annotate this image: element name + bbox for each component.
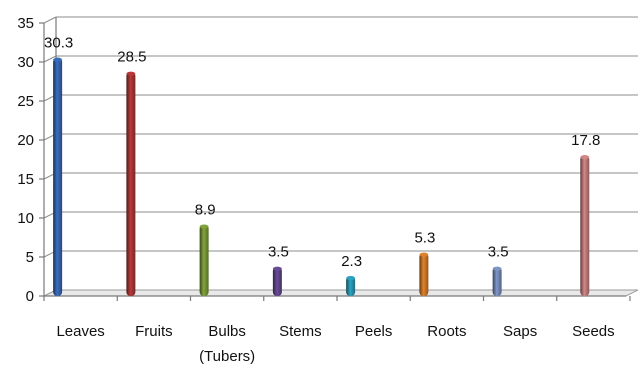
bar-cap [580, 155, 590, 160]
bar-fruits [126, 71, 136, 296]
bar-roots [419, 252, 429, 296]
data-label: 3.5 [268, 244, 289, 261]
bar-cap [53, 57, 63, 62]
y-tick-label: 30 [17, 54, 34, 71]
data-label: 8.9 [195, 202, 216, 219]
x-category-label: Fruits [135, 323, 173, 340]
y-tick-label: 10 [17, 210, 34, 227]
y-tick-label: 25 [17, 93, 34, 110]
x-category-label: Roots [427, 323, 466, 340]
y-tick-label: 35 [17, 15, 34, 32]
y-tick-label: 15 [17, 171, 34, 188]
bar-saps [492, 266, 502, 296]
gridline-side [43, 55, 57, 63]
y-tick-label: 20 [17, 132, 34, 149]
bar-cap [126, 71, 136, 76]
y-tick-label: 5 [26, 249, 34, 266]
gridline-side [43, 16, 57, 24]
bar-peels [346, 276, 356, 296]
data-label: 30.3 [44, 35, 73, 52]
data-label: 2.3 [341, 253, 362, 270]
data-label: 17.8 [571, 132, 600, 149]
x-category-label: Bulbs [208, 323, 246, 340]
bar-seeds [580, 155, 590, 296]
data-label: 28.5 [117, 49, 146, 66]
bar-cap [199, 224, 209, 229]
x-category-label: Leaves [56, 323, 104, 340]
x-category-label: Saps [503, 323, 537, 340]
data-label: 3.5 [488, 244, 509, 261]
bar-bulbs [199, 224, 209, 296]
bar-cap [419, 252, 429, 257]
x-category-label: (Tubers) [199, 348, 255, 365]
x-category-label: Stems [279, 323, 322, 340]
y-tick-label: 0 [26, 288, 34, 305]
x-category-label: Seeds [572, 323, 615, 340]
data-label: 5.3 [414, 230, 435, 247]
bar-stems [272, 266, 282, 296]
x-category-label: Peels [355, 323, 393, 340]
bar-leaves [53, 57, 63, 296]
bar-cap [346, 276, 356, 281]
bar-cap [492, 266, 502, 271]
bar-cap [272, 266, 282, 271]
